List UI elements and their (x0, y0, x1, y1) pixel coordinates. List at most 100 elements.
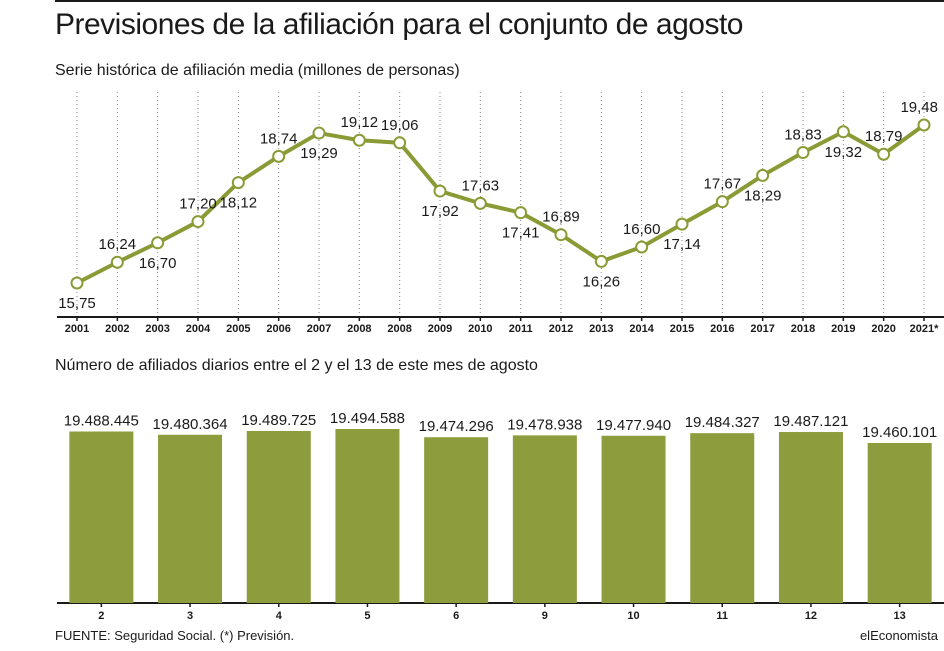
bar-value-label: 19.474.296 (419, 418, 494, 435)
data-point (352, 133, 366, 147)
data-point (272, 149, 286, 163)
series-line (76, 123, 926, 285)
bar (246, 430, 311, 603)
x-tick-label: 2016 (710, 323, 734, 335)
x-tick-label: 2019 (831, 323, 855, 335)
x-tick-label: 2001 (65, 323, 89, 335)
bar (335, 429, 400, 603)
x-tick-label: 2008 (347, 323, 371, 335)
data-label: 18,83 (784, 127, 822, 144)
data-label: 18,74 (260, 130, 298, 147)
data-label: 16,70 (139, 255, 177, 272)
data-point (917, 118, 931, 132)
bar-category-label: 6 (453, 610, 459, 622)
data-label: 17,92 (421, 203, 459, 220)
line-chart-subtitle: Serie histórica de afiliación media (mil… (55, 62, 460, 79)
data-point (594, 254, 608, 268)
data-label: 18,79 (865, 128, 903, 145)
data-point (70, 276, 84, 290)
x-tick-label: 2020 (871, 323, 895, 335)
bar-value-label: 19.460.101 (862, 424, 937, 441)
x-tick-label: 2018 (791, 323, 815, 335)
bar-value-label: 19.480.364 (153, 416, 228, 433)
data-point (877, 147, 891, 161)
data-point (110, 255, 124, 269)
bar-category-label: 9 (542, 610, 548, 622)
x-tick-label: 2017 (750, 323, 774, 335)
data-point (473, 196, 487, 210)
x-tick-label: 2005 (226, 323, 250, 335)
bar-category-label: 5 (364, 610, 370, 622)
bar (512, 435, 577, 603)
data-point (796, 146, 810, 160)
bar-value-label: 19.489.725 (241, 412, 316, 429)
data-label: 19,29 (300, 145, 338, 162)
bar (690, 433, 755, 603)
bar-category-label: 13 (894, 610, 906, 622)
bar (69, 431, 134, 603)
data-point (393, 136, 407, 150)
x-tick-label: 2011 (509, 323, 533, 335)
x-tick-label: 2009 (428, 323, 452, 335)
data-label: 19,06 (381, 117, 419, 134)
x-tick-label: 2014 (629, 323, 654, 335)
chart-title: Previsiones de la afiliación para el con… (55, 8, 743, 41)
source-note: FUENTE: Seguridad Social. (*) Previsión. (55, 628, 295, 643)
x-tick-label: 2010 (468, 323, 492, 335)
bar (867, 443, 932, 603)
bar-value-label: 19.494.588 (330, 410, 405, 427)
data-label: 17,14 (663, 236, 701, 253)
top-rule (55, 0, 944, 2)
bar-category-label: 10 (627, 610, 639, 622)
line-chart: 2001 2002 2003 2004 2005 2006 2007 2008 2008 2009… (57, 92, 944, 335)
data-point (231, 176, 245, 190)
bar-value-label: 19.484.327 (685, 414, 760, 431)
data-label: 16,89 (542, 209, 580, 226)
data-label: 17,41 (502, 225, 540, 242)
x-tick-label: 2004 (186, 323, 211, 335)
bar-value-label: 19.488.445 (64, 412, 139, 429)
data-point (756, 168, 770, 182)
data-label: 15,75 (58, 295, 96, 312)
x-tick-label: 2002 (105, 323, 129, 335)
bar-value-label: 19.478.938 (507, 416, 582, 433)
bar (601, 435, 666, 603)
bar-category-label: 2 (98, 610, 104, 622)
data-label: 17,63 (462, 177, 500, 194)
x-tick-label: 2013 (589, 323, 613, 335)
bar-value-label: 19.487.121 (773, 413, 848, 430)
data-label: 19,32 (825, 144, 863, 161)
x-tick-label: 2003 (145, 323, 169, 335)
x-tick-label: 2007 (307, 323, 331, 335)
x-tick-label: 2006 (266, 323, 290, 335)
data-point (433, 184, 447, 198)
bar (778, 432, 843, 603)
data-point (635, 240, 649, 254)
data-label: 19,48 (900, 99, 938, 116)
data-label: 19,12 (341, 114, 379, 131)
data-label: 17,20 (179, 196, 217, 213)
bar-chart-subtitle: Número de afiliados diarios entre el 2 y… (55, 357, 538, 374)
data-point (514, 206, 528, 220)
data-label: 18,12 (220, 195, 258, 212)
x-tick-label: 2008 (387, 323, 411, 335)
bar-category-label: 4 (276, 610, 283, 622)
bar-value-label: 19.477.940 (596, 417, 671, 434)
data-point (715, 195, 729, 209)
data-point (191, 215, 205, 229)
bar-category-label: 3 (187, 610, 193, 622)
data-point (151, 236, 165, 250)
data-point (836, 125, 850, 139)
x-tick-label: 2021* (910, 323, 939, 335)
bar (424, 437, 489, 603)
data-point (675, 217, 689, 231)
data-label: 16,60 (623, 221, 661, 238)
bar-category-label: 11 (716, 610, 728, 622)
data-label: 16,24 (99, 236, 137, 253)
data-point (312, 126, 326, 140)
data-label: 18,29 (744, 187, 782, 204)
bar-category-label: 12 (805, 610, 817, 622)
data-label: 17,67 (704, 176, 742, 193)
bar (158, 434, 223, 603)
